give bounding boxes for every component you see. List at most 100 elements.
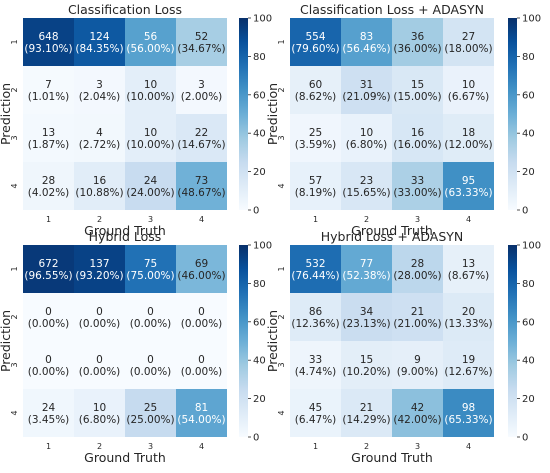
cell-percent: (3.45%) xyxy=(28,414,70,426)
y-tick-label: 2 xyxy=(10,87,19,92)
heatmap-cell xyxy=(176,66,227,114)
heatmap-cell xyxy=(176,162,227,210)
cell-count: 0 xyxy=(147,354,154,366)
cell-percent: (25.00%) xyxy=(126,414,174,426)
cell-percent: (18.00%) xyxy=(444,43,492,55)
cell-percent: (6.80%) xyxy=(79,414,121,426)
cell-percent: (75.00%) xyxy=(126,270,174,282)
heatmap-cell xyxy=(74,66,125,114)
y-tick-label: 4 xyxy=(277,183,286,188)
colorbar-tick-label: 60 xyxy=(253,90,266,101)
heatmap-cell xyxy=(341,18,392,66)
cell-count: 3 xyxy=(198,79,205,91)
cell-percent: (52.38%) xyxy=(342,270,390,282)
cell-count: 0 xyxy=(96,306,103,318)
cell-percent: (0.00%) xyxy=(28,366,70,378)
y-tick-label: 1 xyxy=(10,39,19,44)
x-tick-label: 4 xyxy=(199,442,204,451)
cell-percent: (48.67%) xyxy=(177,187,225,199)
cell-count: 28 xyxy=(411,258,424,270)
heatmap-cell xyxy=(290,341,341,389)
heatmap-cell xyxy=(125,18,176,66)
cell-percent: (42.00%) xyxy=(393,414,441,426)
cell-percent: (23.13%) xyxy=(342,318,390,330)
cell-count: 0 xyxy=(45,354,52,366)
heatmap-cell xyxy=(290,245,341,293)
y-tick-label: 1 xyxy=(277,39,286,44)
x-axis-label: Ground Truth xyxy=(351,223,433,238)
x-tick-label: 4 xyxy=(199,215,204,224)
colorbar-tick-label: 40 xyxy=(253,356,266,367)
cell-count: 16 xyxy=(93,175,107,187)
cell-percent: (56.46%) xyxy=(342,43,390,55)
cell-count: 10 xyxy=(360,127,373,139)
cell-percent: (14.67%) xyxy=(177,139,225,151)
panel-title: Hybrid Loss xyxy=(89,229,162,244)
cell-count: 86 xyxy=(309,306,323,318)
x-tick-label: 3 xyxy=(415,442,420,451)
heatmap-cell xyxy=(176,245,227,293)
cell-percent: (21.09%) xyxy=(342,91,390,103)
y-axis-label: Prediction xyxy=(265,310,280,372)
cell-percent: (79.60%) xyxy=(291,43,339,55)
cell-percent: (12.67%) xyxy=(444,366,492,378)
cell-count: 42 xyxy=(411,402,424,414)
heatmap-cell xyxy=(176,389,227,437)
cell-percent: (24.00%) xyxy=(126,187,174,199)
x-tick-label: 1 xyxy=(313,215,318,224)
y-axis-label: Prediction xyxy=(0,83,13,145)
cell-count: 20 xyxy=(462,306,475,318)
colorbar-tick-label: 100 xyxy=(253,14,272,25)
heatmap-cell xyxy=(443,389,494,437)
heatmap-cell xyxy=(341,245,392,293)
heatmap-cell xyxy=(23,18,74,66)
heatmap-cell xyxy=(443,66,494,114)
x-tick-label: 1 xyxy=(46,215,51,224)
cell-percent: (4.02%) xyxy=(28,187,70,199)
cell-count: 75 xyxy=(144,258,157,270)
cell-count: 83 xyxy=(360,31,373,43)
panel-title: Classification Loss xyxy=(68,2,182,17)
cell-count: 81 xyxy=(195,402,208,414)
colorbar-tick-label: 20 xyxy=(522,167,535,178)
heatmap-cell xyxy=(74,389,125,437)
cell-count: 21 xyxy=(411,306,424,318)
cell-percent: (4.74%) xyxy=(295,366,337,378)
x-tick-label: 2 xyxy=(97,442,102,451)
cell-count: 28 xyxy=(42,175,55,187)
x-tick-label: 4 xyxy=(466,215,471,224)
cell-count: 124 xyxy=(89,31,109,43)
cell-percent: (6.80%) xyxy=(346,139,388,151)
cell-count: 69 xyxy=(195,258,208,270)
y-axis-label: Prediction xyxy=(265,83,280,145)
y-tick-label: 2 xyxy=(10,314,19,319)
cell-count: 95 xyxy=(462,175,475,187)
heatmap-cell xyxy=(341,114,392,162)
heatmap-cell xyxy=(392,389,443,437)
cell-percent: (56.00%) xyxy=(126,43,174,55)
cell-percent: (12.00%) xyxy=(444,139,492,151)
cell-percent: (33.00%) xyxy=(393,187,441,199)
heatmap-cell xyxy=(341,162,392,210)
colorbar-tick-label: 100 xyxy=(253,241,272,252)
cell-percent: (0.00%) xyxy=(181,366,223,378)
cell-count: 532 xyxy=(305,258,325,270)
cell-count: 0 xyxy=(96,354,103,366)
cell-count: 3 xyxy=(96,79,103,91)
heatmap-cell xyxy=(341,293,392,341)
colorbar-tick-label: 80 xyxy=(253,279,266,290)
cell-percent: (0.00%) xyxy=(130,318,172,330)
x-tick-label: 3 xyxy=(148,215,153,224)
heatmap-cell xyxy=(392,66,443,114)
y-tick-label: 4 xyxy=(10,410,19,415)
cell-percent: (54.00%) xyxy=(177,414,225,426)
cell-count: 4 xyxy=(96,127,103,139)
heatmap-cell xyxy=(74,162,125,210)
heatmap-cell xyxy=(23,341,74,389)
heatmap-cell xyxy=(125,66,176,114)
colorbar xyxy=(508,245,517,437)
colorbar xyxy=(239,245,248,437)
cell-count: 33 xyxy=(411,175,424,187)
heatmap-panel-3: Hybrid Loss 672(96.55%) 137(93.20%) 75(75.0… xyxy=(0,229,272,465)
heatmap-cell xyxy=(125,162,176,210)
